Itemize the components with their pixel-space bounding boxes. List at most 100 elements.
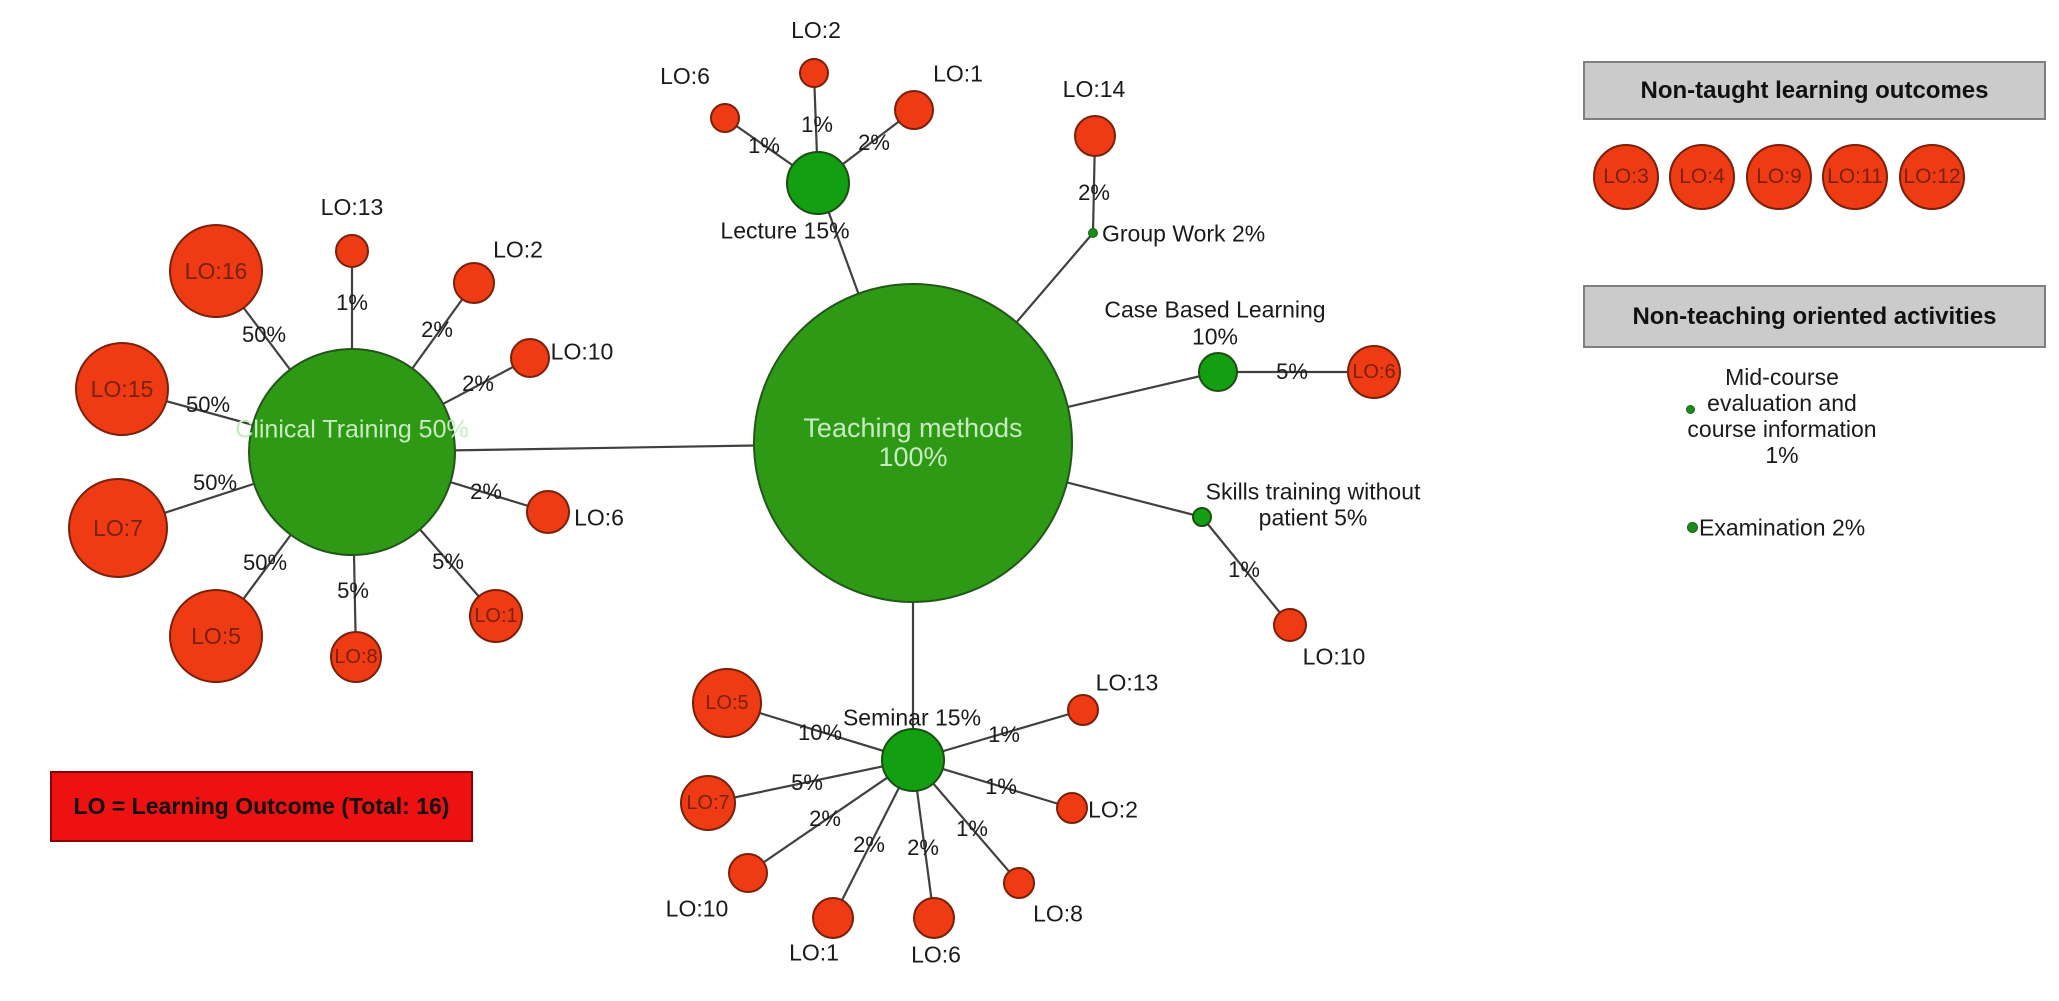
node-nontaught-lo3: LO:3 (1593, 144, 1659, 210)
node-clinical-lo7: LO:7 (68, 478, 168, 578)
node-lecture-lo1 (894, 90, 934, 130)
pct-clinical-lo8: 5% (337, 578, 369, 603)
seminar-label: Seminar 15% (842, 704, 982, 731)
pct-seminar-lo8: 1% (956, 816, 988, 841)
node-nontaught-lo9: LO:9 (1746, 144, 1812, 210)
node-seminar-lo10 (728, 853, 768, 893)
node-clinical-lo15: LO:15 (75, 342, 169, 436)
label-clinical-lo2: LO:2 (493, 236, 543, 263)
clinical-training-label: Clinical Training 50% (235, 415, 469, 444)
pct-seminar-lo2: 1% (985, 774, 1017, 799)
pct-clinical-lo10: 2% (462, 371, 494, 396)
pct-seminar-lo5: 10% (797, 720, 843, 745)
pct-seminar-lo1: 2% (853, 832, 885, 857)
skills-label-line1: Skills training without (1205, 478, 1421, 505)
case-based-label-line1: Case Based Learning (1104, 296, 1326, 323)
mid-course-line4: 1% (1765, 442, 1799, 468)
pct-clinical-lo13: 1% (336, 290, 368, 315)
pct-seminar-lo7: 5% (791, 770, 823, 795)
node-seminar (881, 728, 945, 792)
non-taught-title: Non-taught learning outcomes (1640, 76, 1989, 104)
label-clinical-lo10: LO:10 (550, 338, 614, 365)
legend-box: LO = Learning Outcome (Total: 16) (50, 771, 473, 842)
node-clinical-lo2 (453, 262, 495, 304)
skills-label-line2: patient 5% (1258, 504, 1368, 531)
label-seminar-lo1: LO:1 (789, 939, 839, 966)
mid-course-line2: evaluation and (1707, 390, 1857, 416)
pct-clinical-lo15: 50% (185, 392, 231, 417)
node-teaching-methods: Teaching methods 100% (753, 283, 1073, 603)
node-nontaught-lo11: LO:11 (1822, 144, 1888, 210)
pct-groupwork-lo14: 2% (1078, 180, 1110, 205)
node-seminar-lo2 (1056, 792, 1088, 824)
pct-lecture-lo2: 1% (801, 112, 833, 137)
node-clinical-lo16: LO:16 (169, 224, 263, 318)
pct-lecture-lo1: 2% (858, 130, 890, 155)
node-clinical-lo13 (335, 234, 369, 268)
node-skills-lo10 (1273, 608, 1307, 642)
pct-lecture-lo6: 1% (748, 133, 780, 158)
non-taught-header: Non-taught learning outcomes (1583, 61, 2046, 120)
lecture-label: Lecture 15% (720, 217, 850, 244)
legend-label: LO = Learning Outcome (Total: 16) (73, 793, 450, 819)
label-lecture-lo6: LO:6 (660, 63, 710, 89)
teaching-methods-line2: 100% (878, 442, 948, 472)
non-teaching-title: Non-teaching oriented activities (1632, 302, 1997, 330)
node-clinical-lo1: LO:1 (469, 589, 523, 643)
node-nontaught-lo12: LO:12 (1899, 144, 1965, 210)
pct-clinical-lo5: 50% (242, 550, 288, 575)
node-lecture-lo2 (799, 58, 829, 88)
pct-clinical-lo16: 50% (241, 322, 287, 347)
node-seminar-lo5: LO:5 (692, 668, 762, 738)
label-seminar-lo8: LO:8 (1033, 900, 1083, 927)
label-skills-lo10: LO:10 (1302, 643, 1366, 670)
pct-seminar-lo13: 1% (988, 722, 1020, 747)
examination-dot (1687, 522, 1698, 533)
edge-seminar-lo10 (747, 759, 914, 874)
node-skills-training-dot (1192, 507, 1212, 527)
node-clinical-lo8: LO:8 (330, 631, 382, 683)
node-clinical-training (248, 348, 456, 556)
pct-clinical-lo6: 2% (470, 479, 502, 504)
edge-skills-lo10 (1201, 516, 1291, 626)
label-lecture-lo1: LO:1 (933, 60, 983, 87)
label-seminar-lo6: LO:6 (911, 941, 961, 968)
label-seminar-lo2: LO:2 (1088, 796, 1138, 823)
label-groupwork-lo14: LO:14 (1062, 76, 1126, 102)
node-group-work-dot (1088, 228, 1098, 238)
node-seminar-lo6 (913, 897, 955, 939)
label-seminar-lo13: LO:13 (1095, 669, 1159, 696)
pct-casebased-lo6: 5% (1276, 359, 1308, 384)
edge-seminar-lo7 (707, 758, 914, 805)
pct-seminar-lo6: 2% (907, 835, 939, 860)
mid-course-line3: course information (1687, 416, 1877, 442)
mid-course-line1: Mid-course (1725, 364, 1839, 390)
label-seminar-lo10: LO:10 (665, 895, 729, 922)
node-clinical-lo10 (510, 338, 550, 378)
pct-skills-lo10: 1% (1228, 557, 1260, 582)
teaching-methods-label: Teaching methods 100% (803, 414, 1022, 472)
label-clinical-lo13: LO:13 (320, 194, 384, 220)
node-lecture-lo6 (710, 103, 740, 133)
pct-clinical-lo1: 5% (432, 549, 464, 574)
teaching-methods-line1: Teaching methods (803, 413, 1023, 443)
node-groupwork-lo14 (1074, 115, 1116, 157)
pct-clinical-lo2: 2% (421, 317, 453, 342)
node-seminar-lo1 (812, 897, 854, 939)
node-nontaught-lo4: LO:4 (1669, 144, 1735, 210)
node-seminar-lo8 (1003, 867, 1035, 899)
mid-course-text: Mid-course evaluation and course informa… (1687, 364, 1876, 468)
label-clinical-lo6: LO:6 (574, 504, 624, 531)
node-lecture (786, 151, 850, 215)
mid-course-dot (1686, 405, 1695, 414)
examination-label: Examination 2% (1699, 514, 1866, 541)
node-casebased-lo6: LO:6 (1347, 345, 1401, 399)
node-clinical-lo5: LO:5 (169, 589, 263, 683)
non-teaching-header: Non-teaching oriented activities (1583, 285, 2046, 348)
pct-clinical-lo7: 50% (192, 470, 238, 495)
node-seminar-lo7: LO:7 (680, 775, 736, 831)
label-lecture-lo2: LO:2 (791, 17, 841, 43)
node-clinical-lo6 (526, 490, 570, 534)
node-seminar-lo13 (1067, 694, 1099, 726)
